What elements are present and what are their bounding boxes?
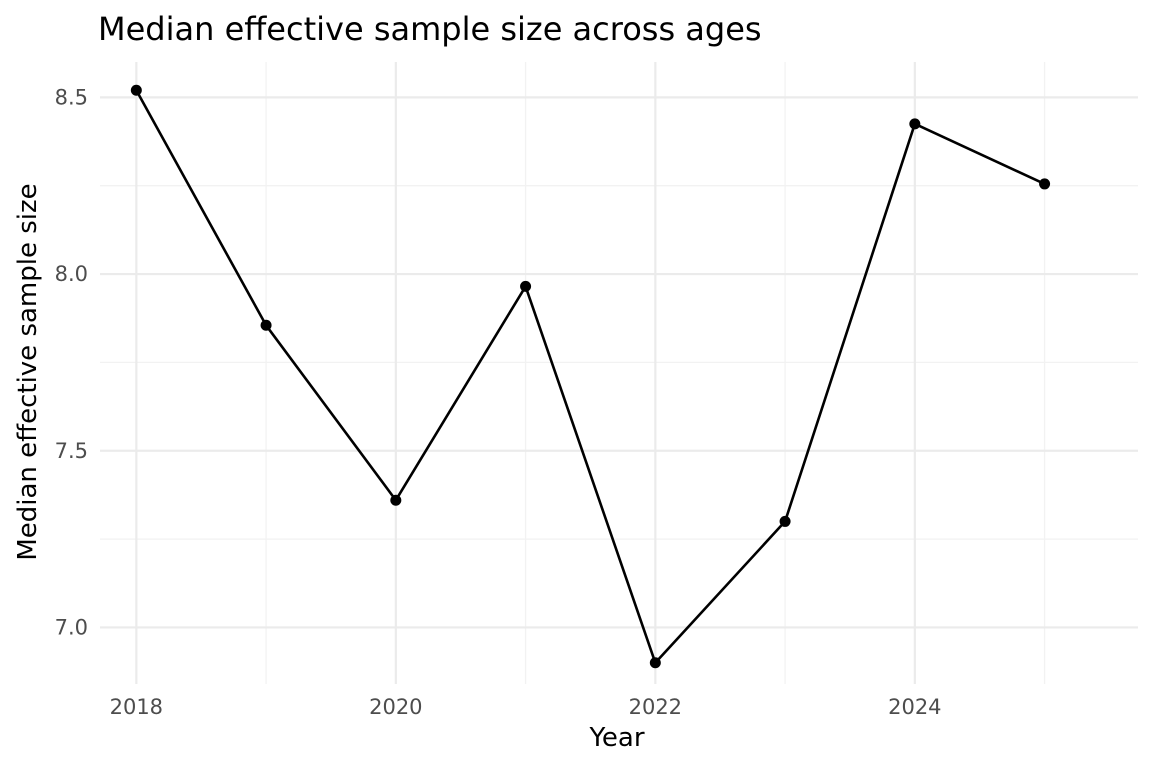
x-tick-label: 2024 bbox=[888, 695, 941, 719]
minor-gridlines bbox=[100, 62, 1138, 684]
y-axis-title: Median effective sample size bbox=[13, 183, 43, 560]
data-point-2020 bbox=[390, 494, 402, 506]
tick-labels: 2018 2020 2022 2024 7.0 7.5 8.0 8.5 bbox=[55, 85, 942, 719]
data-point-2019 bbox=[260, 319, 272, 331]
data-point-2023 bbox=[779, 515, 791, 527]
x-tick-label: 2018 bbox=[110, 695, 163, 719]
x-tick-label: 2020 bbox=[369, 695, 422, 719]
major-gridlines bbox=[100, 62, 1138, 684]
x-tick-label: 2022 bbox=[629, 695, 682, 719]
data-point-2025 bbox=[1039, 178, 1051, 190]
data-point-2018 bbox=[130, 84, 142, 96]
x-axis-title: Year bbox=[588, 723, 644, 753]
y-tick-label: 8.5 bbox=[55, 85, 88, 109]
series-layer bbox=[130, 84, 1051, 669]
data-point-2022 bbox=[649, 657, 661, 669]
series-line bbox=[135, 88, 1046, 665]
y-tick-label: 7.0 bbox=[55, 615, 88, 639]
y-tick-label: 8.0 bbox=[55, 262, 88, 286]
data-point-2024 bbox=[909, 118, 921, 130]
y-tick-label: 7.5 bbox=[55, 439, 88, 463]
data-point-2021 bbox=[520, 280, 532, 292]
chart-title: Median effective sample size across ages bbox=[98, 10, 762, 48]
